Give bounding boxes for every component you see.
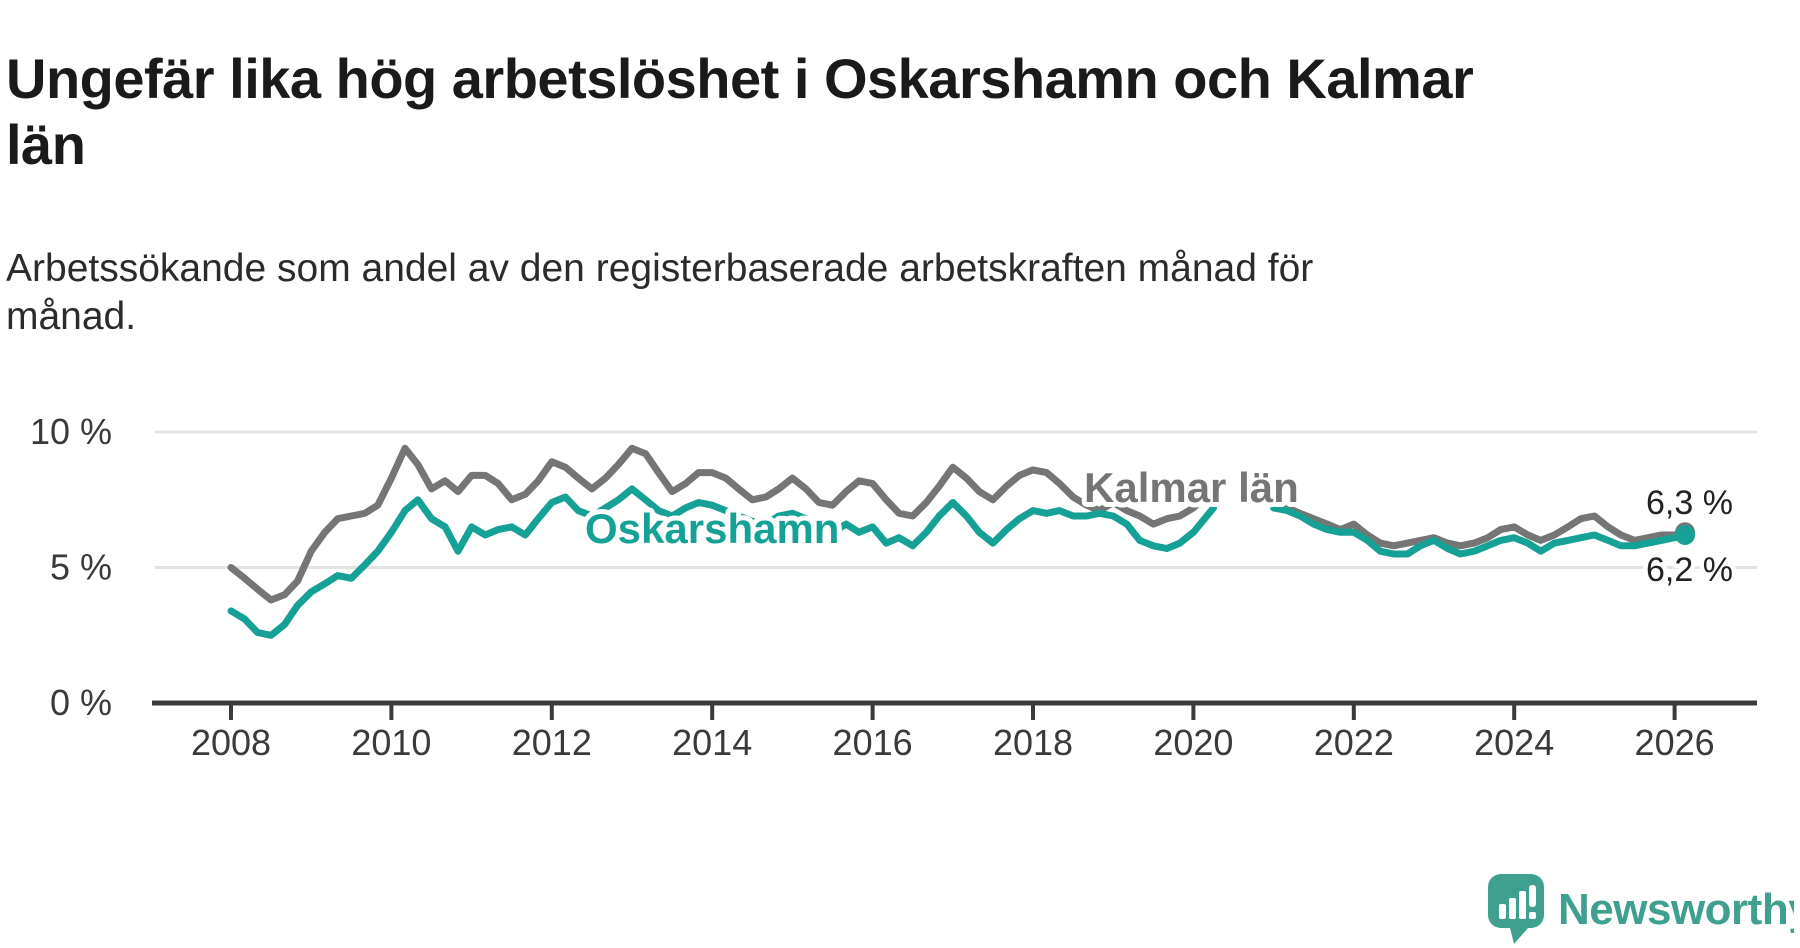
x-tick-label: 2010: [351, 722, 431, 763]
x-tick-label: 2020: [1153, 722, 1233, 763]
series-label-kalmar-lan: Kalmar län: [1084, 464, 1299, 511]
x-tick-label: 2012: [512, 722, 592, 763]
page-title: Ungefär lika hög arbetslöshet i Oskarsha…: [6, 46, 1606, 178]
x-tick-label: 2018: [993, 722, 1073, 763]
series-end-value-label: 6,3 %: [1646, 484, 1733, 522]
series-line-kalmar-l-n: [227, 444, 1217, 604]
newsworthy-logo-icon: [1488, 874, 1544, 944]
y-tick-label: 0 %: [50, 682, 112, 723]
x-tick-label: 2026: [1635, 722, 1715, 763]
y-tick-label: 10 %: [30, 411, 112, 452]
series-label-oskarshamn: Oskarshamn: [585, 505, 839, 552]
y-tick-label: 5 %: [50, 547, 112, 588]
page-title-line1: Ungefär lika hög arbetslöshet i Oskarsha…: [6, 46, 1474, 110]
page-title-line2: län: [6, 112, 86, 176]
x-tick-label: 2016: [833, 722, 913, 763]
x-tick-label: 2024: [1474, 722, 1554, 763]
logo-bars-icon: [1499, 885, 1536, 919]
newsworthy-wordmark: Newsworthy: [1558, 885, 1794, 934]
page-subtitle-line2: månad.: [6, 295, 137, 338]
x-tick-label: 2014: [672, 722, 752, 763]
page-subtitle-line1: Arbetssökande som andel av den registerb…: [6, 247, 1314, 290]
page-subtitle: Arbetssökande som andel av den registerb…: [6, 245, 1506, 341]
series-line-kalmar-l-n: [1270, 501, 1689, 550]
series-line-oskarshamn: [227, 485, 1217, 639]
x-tick-label: 2008: [191, 722, 271, 763]
series-end-value-label: 6,2 %: [1646, 551, 1733, 589]
x-tick-label: 2022: [1314, 722, 1394, 763]
newsworthy-logo[interactable]: Newsworthy: [1488, 874, 1794, 944]
series-end-dot-oskarshamn: [1675, 524, 1696, 545]
series-line-oskarshamn: [1270, 504, 1689, 558]
